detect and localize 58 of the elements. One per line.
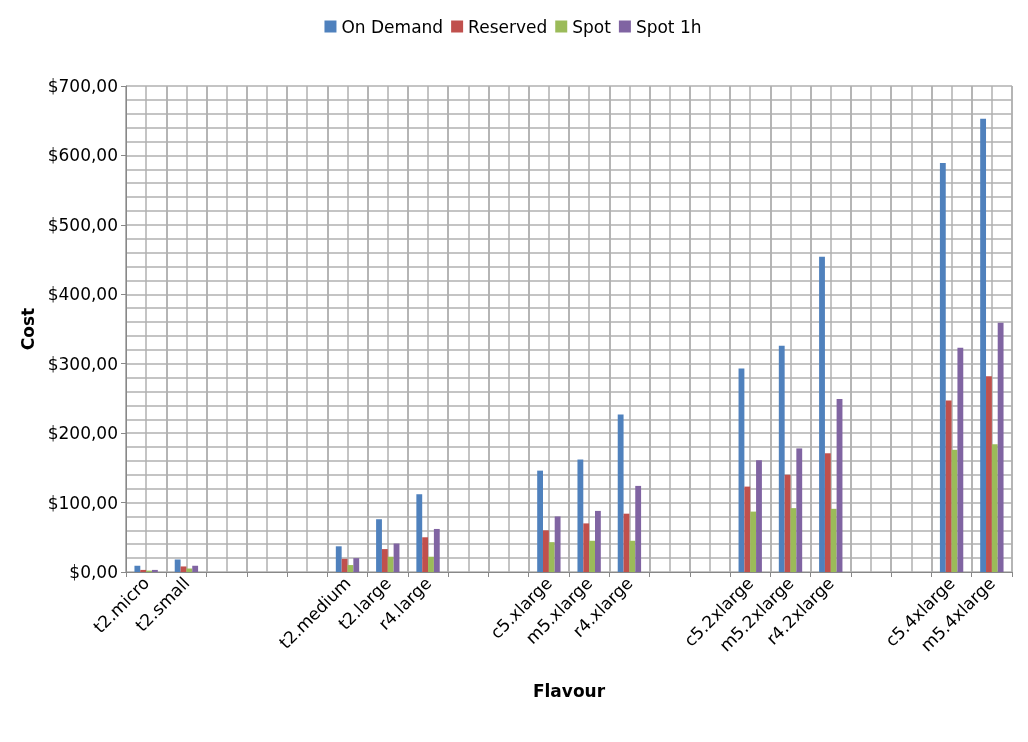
bar (140, 569, 147, 572)
bar (750, 511, 757, 572)
legend-label: Reserved (468, 16, 548, 37)
y-tick-label: $300,00 (47, 353, 118, 374)
y-tick-label: $100,00 (47, 492, 118, 513)
y-tick-label: $0,00 (69, 562, 118, 582)
x-axis-title: Flavour (532, 680, 606, 701)
bar (387, 556, 394, 572)
bar (997, 322, 1004, 572)
bar (543, 530, 549, 572)
bar (594, 510, 601, 572)
bar (980, 118, 987, 572)
y-tick-label: $500,00 (47, 214, 118, 235)
bar (629, 540, 636, 572)
bar (381, 549, 388, 572)
bar (548, 542, 555, 572)
legend-label: Spot 1h (635, 16, 702, 37)
bar (186, 568, 193, 572)
bar (416, 494, 423, 572)
bar (134, 565, 141, 572)
bar (635, 485, 642, 572)
bar (756, 460, 762, 572)
bar (991, 444, 998, 572)
bar (957, 347, 964, 572)
bar (554, 516, 561, 572)
bar (830, 508, 837, 572)
y-axis-title: Cost (17, 307, 38, 351)
bar (341, 558, 348, 572)
y-tick-label: $400,00 (47, 284, 118, 305)
bar (335, 546, 342, 572)
bar (778, 345, 785, 572)
bar (537, 470, 544, 572)
y-tick-label: $600,00 (47, 145, 118, 166)
bar (180, 566, 187, 572)
y-tick-label: $200,00 (47, 423, 118, 444)
bar (744, 486, 751, 572)
bar (824, 453, 831, 572)
bar (353, 558, 360, 572)
bar (986, 376, 992, 572)
bar (796, 448, 803, 572)
y-tick-label: $700,00 (47, 76, 118, 96)
bar (939, 163, 946, 572)
bar (583, 523, 590, 572)
bar (617, 414, 624, 572)
bar (192, 565, 199, 572)
bar (428, 556, 434, 572)
bar (376, 519, 382, 572)
bar (589, 540, 595, 572)
bar (174, 559, 181, 572)
bar (151, 569, 158, 572)
bar (819, 256, 825, 572)
bar (577, 459, 584, 572)
legend-label: Spot (572, 16, 612, 37)
bar (422, 537, 429, 572)
bar (784, 474, 791, 572)
bar (945, 400, 952, 572)
legend-label: On Demand (341, 16, 444, 37)
bar (433, 528, 440, 572)
